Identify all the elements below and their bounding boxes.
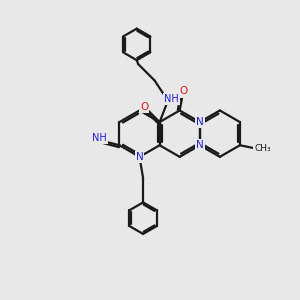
Text: N: N — [196, 140, 204, 150]
Text: NH: NH — [92, 133, 107, 143]
Text: NH: NH — [164, 94, 179, 104]
Text: O: O — [140, 102, 148, 112]
Text: CH₃: CH₃ — [254, 144, 271, 153]
Text: N: N — [196, 117, 204, 127]
Text: N: N — [136, 152, 143, 162]
Text: O: O — [179, 86, 188, 97]
